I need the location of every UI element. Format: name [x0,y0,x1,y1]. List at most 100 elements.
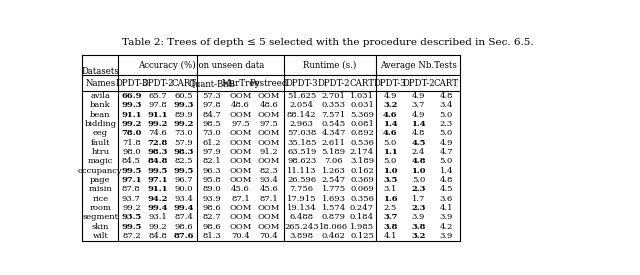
Text: 1.6: 1.6 [383,194,397,202]
Text: 1.4: 1.4 [412,120,426,128]
Text: 7.756: 7.756 [290,185,314,193]
Text: 2.701: 2.701 [322,92,346,100]
Text: 99.2: 99.2 [121,120,141,128]
Text: Names: Names [85,79,115,88]
Text: 3.189: 3.189 [350,157,374,165]
Text: 3.1: 3.1 [383,185,397,193]
Text: 3.8: 3.8 [383,222,397,230]
Text: 96.3: 96.3 [203,167,221,175]
Text: 99.5: 99.5 [147,167,168,175]
Text: 7.571: 7.571 [322,111,346,119]
Text: 97.5: 97.5 [260,120,278,128]
Text: 2.963: 2.963 [290,120,314,128]
Text: 97.8: 97.8 [148,101,167,109]
Text: 98.3: 98.3 [173,148,194,156]
Text: 0.356: 0.356 [350,194,374,202]
Text: 1.7: 1.7 [412,194,425,202]
Text: page: page [90,176,111,184]
Text: 5.189: 5.189 [322,148,346,156]
Text: DPDT-2: DPDT-2 [141,79,174,88]
Text: 3.5: 3.5 [383,176,397,184]
Text: avila: avila [90,92,110,100]
Text: 48.6: 48.6 [231,101,250,109]
Text: 2.547: 2.547 [322,176,346,184]
Text: 3.7: 3.7 [412,101,425,109]
Text: 87.2: 87.2 [122,232,141,240]
Text: 97.1: 97.1 [147,176,168,184]
Text: 72.8: 72.8 [147,139,168,147]
Text: 82.3: 82.3 [260,167,278,175]
Text: 0.081: 0.081 [350,120,374,128]
Text: 0.879: 0.879 [322,213,346,221]
Text: 18.066: 18.066 [319,222,348,230]
Text: 0.462: 0.462 [322,232,346,240]
Text: 93.7: 93.7 [122,194,141,202]
Text: room: room [90,204,111,212]
Text: 97.1: 97.1 [121,176,141,184]
Text: eeg: eeg [93,129,108,137]
Text: 4.5: 4.5 [412,139,426,147]
Text: 0.069: 0.069 [350,185,374,193]
Text: CART: CART [172,79,196,88]
Text: 91.2: 91.2 [260,148,278,156]
Text: 97.5: 97.5 [231,120,250,128]
Text: 91.1: 91.1 [121,111,141,119]
Text: 84.7: 84.7 [202,111,221,119]
Text: CART: CART [434,79,459,88]
Text: OOM: OOM [229,111,252,119]
Text: CART: CART [349,79,374,88]
Text: 2.3: 2.3 [412,185,426,193]
Text: 97.8: 97.8 [203,101,221,109]
Text: 99.2: 99.2 [173,120,194,128]
Text: 1.4: 1.4 [383,120,397,128]
Text: 98.0: 98.0 [122,148,141,156]
Text: OOM: OOM [229,139,252,147]
Text: 98.6: 98.6 [203,204,221,212]
Text: 4.9: 4.9 [383,92,397,100]
Text: occupancy: occupancy [78,167,123,175]
Text: 1.693: 1.693 [322,194,346,202]
Text: 93.1: 93.1 [148,213,167,221]
Text: 88.142: 88.142 [287,111,316,119]
Text: bidding: bidding [84,120,116,128]
Text: 74.6: 74.6 [148,129,167,137]
Text: Quant-BnB: Quant-BnB [189,79,236,88]
Text: MurTree: MurTree [221,79,260,88]
Text: 0.353: 0.353 [322,101,346,109]
Text: 4.347: 4.347 [321,129,346,137]
Text: 0.031: 0.031 [350,101,374,109]
Text: 7.06: 7.06 [324,157,343,165]
Text: OOM: OOM [229,213,252,221]
Text: 98.6: 98.6 [203,222,221,230]
Text: wilt: wilt [92,232,108,240]
Text: 4.8: 4.8 [412,157,426,165]
Text: OOM: OOM [229,148,252,156]
Text: 1.1: 1.1 [383,148,397,156]
Text: 3.8: 3.8 [412,222,426,230]
Text: 87.1: 87.1 [231,194,250,202]
Text: 5.0: 5.0 [440,157,453,165]
Text: 4.1: 4.1 [383,232,397,240]
Text: Datasets: Datasets [81,67,119,76]
Text: 4.9: 4.9 [440,139,453,147]
Text: 0.536: 0.536 [350,139,374,147]
Text: 97.9: 97.9 [203,148,221,156]
Text: OOM: OOM [229,204,252,212]
Text: DPDT-2: DPDT-2 [402,79,435,88]
Text: 70.4: 70.4 [260,232,278,240]
Text: magic: magic [88,157,113,165]
Text: 0.247: 0.247 [350,204,374,212]
Text: 4.7: 4.7 [440,148,453,156]
Text: 4.2: 4.2 [440,222,453,230]
Text: 5.0: 5.0 [383,157,397,165]
Text: skin: skin [92,222,109,230]
Text: 2.4: 2.4 [412,148,425,156]
Text: 0.184: 0.184 [350,213,374,221]
Text: segment: segment [83,213,118,221]
Text: OOM: OOM [258,129,280,137]
Text: 65.7: 65.7 [148,92,167,100]
Text: 2.174: 2.174 [350,148,374,156]
Text: 87.8: 87.8 [122,185,141,193]
Text: 71.8: 71.8 [122,139,141,147]
Text: 3.9: 3.9 [440,232,453,240]
